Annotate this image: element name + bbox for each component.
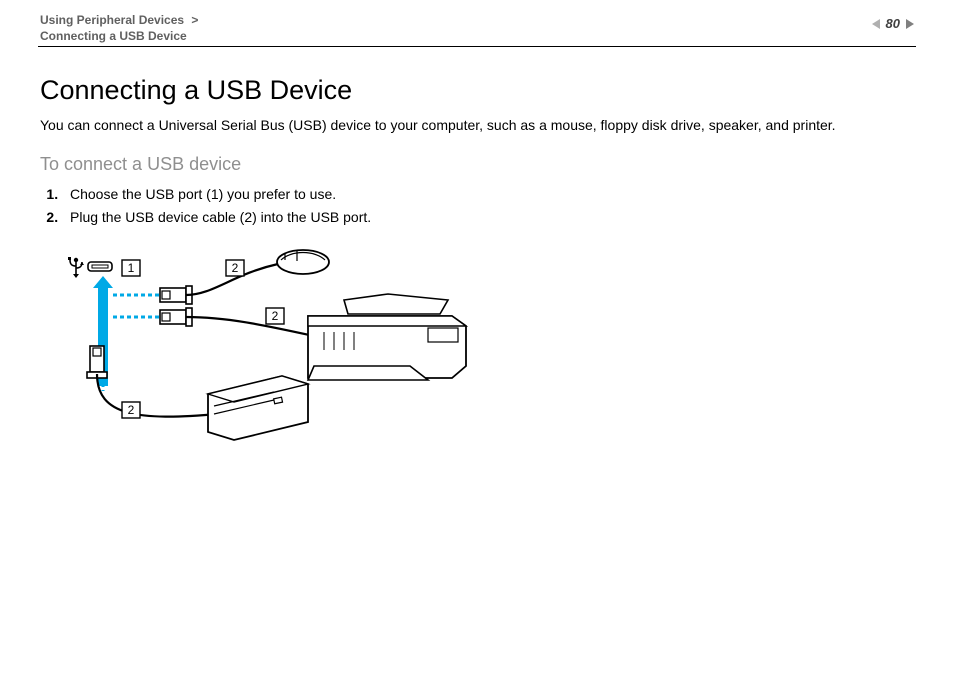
step-item: Choose the USB port (1) you prefer to us… [62, 183, 914, 207]
procedure-heading: To connect a USB device [40, 154, 914, 175]
page-content: Connecting a USB Device You can connect … [0, 47, 954, 461]
svg-text:1: 1 [128, 261, 135, 275]
svg-text:2: 2 [272, 309, 279, 323]
breadcrumb: Using Peripheral Devices > Connecting a … [40, 12, 914, 44]
usb-diagram: 1 2 2 2 [68, 246, 914, 461]
step-item: Plug the USB device cable (2) into the U… [62, 206, 914, 230]
breadcrumb-separator: > [191, 13, 198, 27]
svg-text:2: 2 [128, 403, 135, 417]
intro-paragraph: You can connect a Universal Serial Bus (… [40, 116, 914, 136]
prev-page-icon[interactable] [872, 19, 880, 29]
page-number-nav: 80 [872, 16, 914, 31]
page-header: Using Peripheral Devices > Connecting a … [0, 0, 954, 46]
diagram-svg: 1 2 2 2 [68, 246, 498, 456]
page-number: 80 [886, 16, 900, 31]
procedure-steps: Choose the USB port (1) you prefer to us… [40, 183, 914, 231]
svg-text:2: 2 [232, 261, 239, 275]
breadcrumb-section: Using Peripheral Devices [40, 13, 184, 27]
next-page-icon[interactable] [906, 19, 914, 29]
breadcrumb-page: Connecting a USB Device [40, 29, 187, 43]
page-title: Connecting a USB Device [40, 75, 914, 106]
